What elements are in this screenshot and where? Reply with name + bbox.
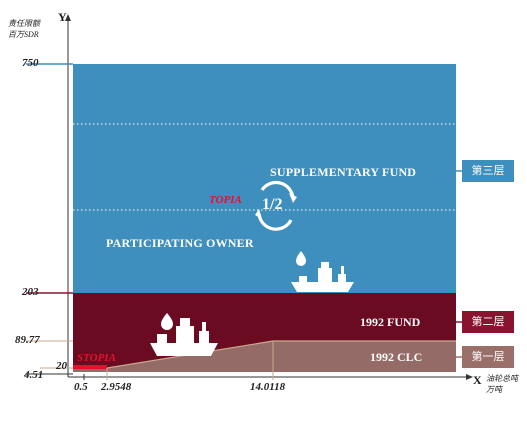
stopia-band <box>73 365 107 369</box>
supplementary-fund-label: SUPPLEMENTARY FUND <box>270 165 417 179</box>
arrowhead <box>289 193 297 203</box>
oil-drop-icon <box>161 313 173 330</box>
x-axis-title-line2: 万吨 <box>486 385 502 394</box>
tanker-ship-icon <box>291 262 354 292</box>
y-tick-20: 20 <box>56 360 67 372</box>
x-tick-2-9548: 2.9548 <box>101 381 132 393</box>
half-ratio-label: 1/2 <box>262 196 283 213</box>
x-tick-14-0118: 14.0118 <box>250 381 286 393</box>
tier-1-tag: 第一层 <box>462 346 514 368</box>
x-axis-title: 油轮总吨 万吨 <box>476 373 518 395</box>
tanker-ship-icon <box>150 318 218 356</box>
y-tick-89-77: 89.77 <box>15 334 40 346</box>
x-axis-title-line1: 油轮总吨 <box>486 374 518 383</box>
clc-1992-label: 1992 CLC <box>370 350 423 364</box>
stopia-label: STOPIA <box>77 352 116 364</box>
x-axis-letter: X <box>473 373 482 387</box>
topia-label: TOPIA <box>209 194 242 206</box>
supplementary-fund-band <box>73 64 456 293</box>
y-axis-title-line2: 百万SDR <box>8 30 39 39</box>
y-axis-title: 责任限额 百万SDR <box>8 18 40 40</box>
y-tick-750: 750 <box>22 57 39 69</box>
clc-1992-band <box>73 341 456 372</box>
participating-owner-label: PARTICIPATING OWNER <box>106 236 254 250</box>
y-axis-arrow <box>65 14 71 21</box>
y-axis-title-line1: 责任限额 <box>8 19 40 28</box>
cycle-arrows-icon <box>257 180 295 231</box>
y-tick-203: 203 <box>22 286 39 298</box>
tier-2-tag: 第二层 <box>462 311 514 333</box>
y-tick-4-51: 4.51 <box>24 369 44 381</box>
tier-3-tag: 第三层 <box>462 160 514 182</box>
fund-1992-label: 1992 FUND <box>360 315 421 329</box>
arrowhead <box>255 209 262 219</box>
y-axis-letter: Y <box>58 10 67 24</box>
x-tick-0-5: 0.5 <box>74 381 88 393</box>
x-axis-arrow <box>466 374 473 380</box>
oil-drop-icon <box>296 251 306 266</box>
